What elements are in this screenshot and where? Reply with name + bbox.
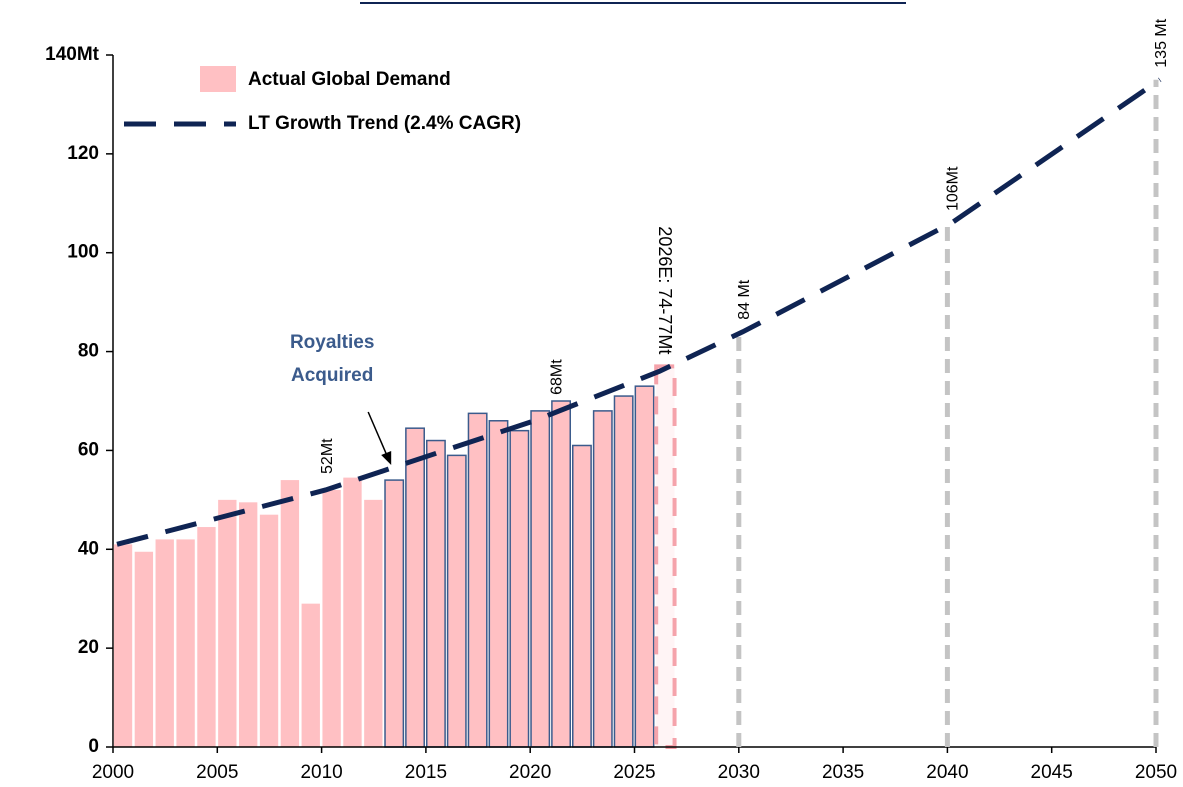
y-tick-label: 120 (67, 143, 99, 164)
bar (343, 477, 362, 747)
x-tick-label: 2000 (92, 762, 134, 783)
trend-line (116, 77, 1162, 547)
bar (530, 410, 551, 748)
reference-label: 106Mt (945, 166, 962, 211)
bar (176, 539, 195, 747)
bar (384, 479, 405, 748)
bar (592, 410, 613, 748)
estimate-bar (654, 364, 677, 749)
legend-swatch (200, 66, 236, 92)
bar (488, 420, 509, 748)
bar (425, 439, 446, 748)
bar (218, 499, 237, 747)
x-tick-label: 2005 (196, 762, 238, 783)
bar (280, 480, 300, 747)
y-tick-label: 20 (78, 637, 99, 658)
royalties-arrowhead (381, 451, 392, 465)
reference-label: 84 Mt (736, 279, 753, 320)
royalties-label: Acquired (291, 365, 373, 386)
bar (155, 539, 174, 747)
legend-label: Actual Global Demand (248, 69, 451, 90)
y-tick-label: 0 (88, 736, 99, 757)
x-tick-label: 2010 (300, 762, 342, 783)
bar (634, 385, 655, 748)
bar (551, 400, 572, 748)
bar (572, 444, 592, 748)
bar (134, 551, 154, 747)
x-tick-label: 2030 (718, 762, 760, 783)
x-tick-label: 2025 (613, 762, 655, 783)
royalties-arrow (367, 411, 388, 457)
royalties-label: Royalties (290, 332, 374, 353)
bar (364, 499, 383, 747)
x-tick-label: 2050 (1135, 762, 1177, 783)
annotation: 52Mt (319, 438, 336, 474)
bar (613, 395, 634, 748)
bar (509, 429, 530, 748)
bar (197, 527, 216, 747)
x-tick-label: 2015 (405, 762, 447, 783)
bar (113, 544, 133, 747)
y-tick-label: 140Mt (45, 44, 100, 65)
y-tick-label: 60 (78, 439, 99, 460)
x-tick-label: 2040 (926, 762, 968, 783)
bar (301, 603, 320, 747)
reference-label: 135 Mt (1153, 18, 1170, 67)
x-tick-label: 2035 (822, 762, 864, 783)
y-tick-label: 80 (78, 341, 99, 362)
bar (322, 489, 341, 747)
y-tick-label: 40 (78, 538, 99, 559)
x-tick-label: 2020 (509, 762, 551, 783)
bar (405, 427, 425, 748)
bar (467, 412, 488, 748)
annotation: 68Mt (548, 359, 565, 395)
legend-label: LT Growth Trend (2.4% CAGR) (248, 113, 521, 134)
estimate-label: 2026E: 74-77Mt (655, 226, 675, 354)
bar (259, 514, 279, 747)
bar (238, 502, 258, 747)
x-tick-label: 2045 (1031, 762, 1073, 783)
bar (446, 454, 467, 748)
y-tick-label: 100 (67, 242, 99, 263)
